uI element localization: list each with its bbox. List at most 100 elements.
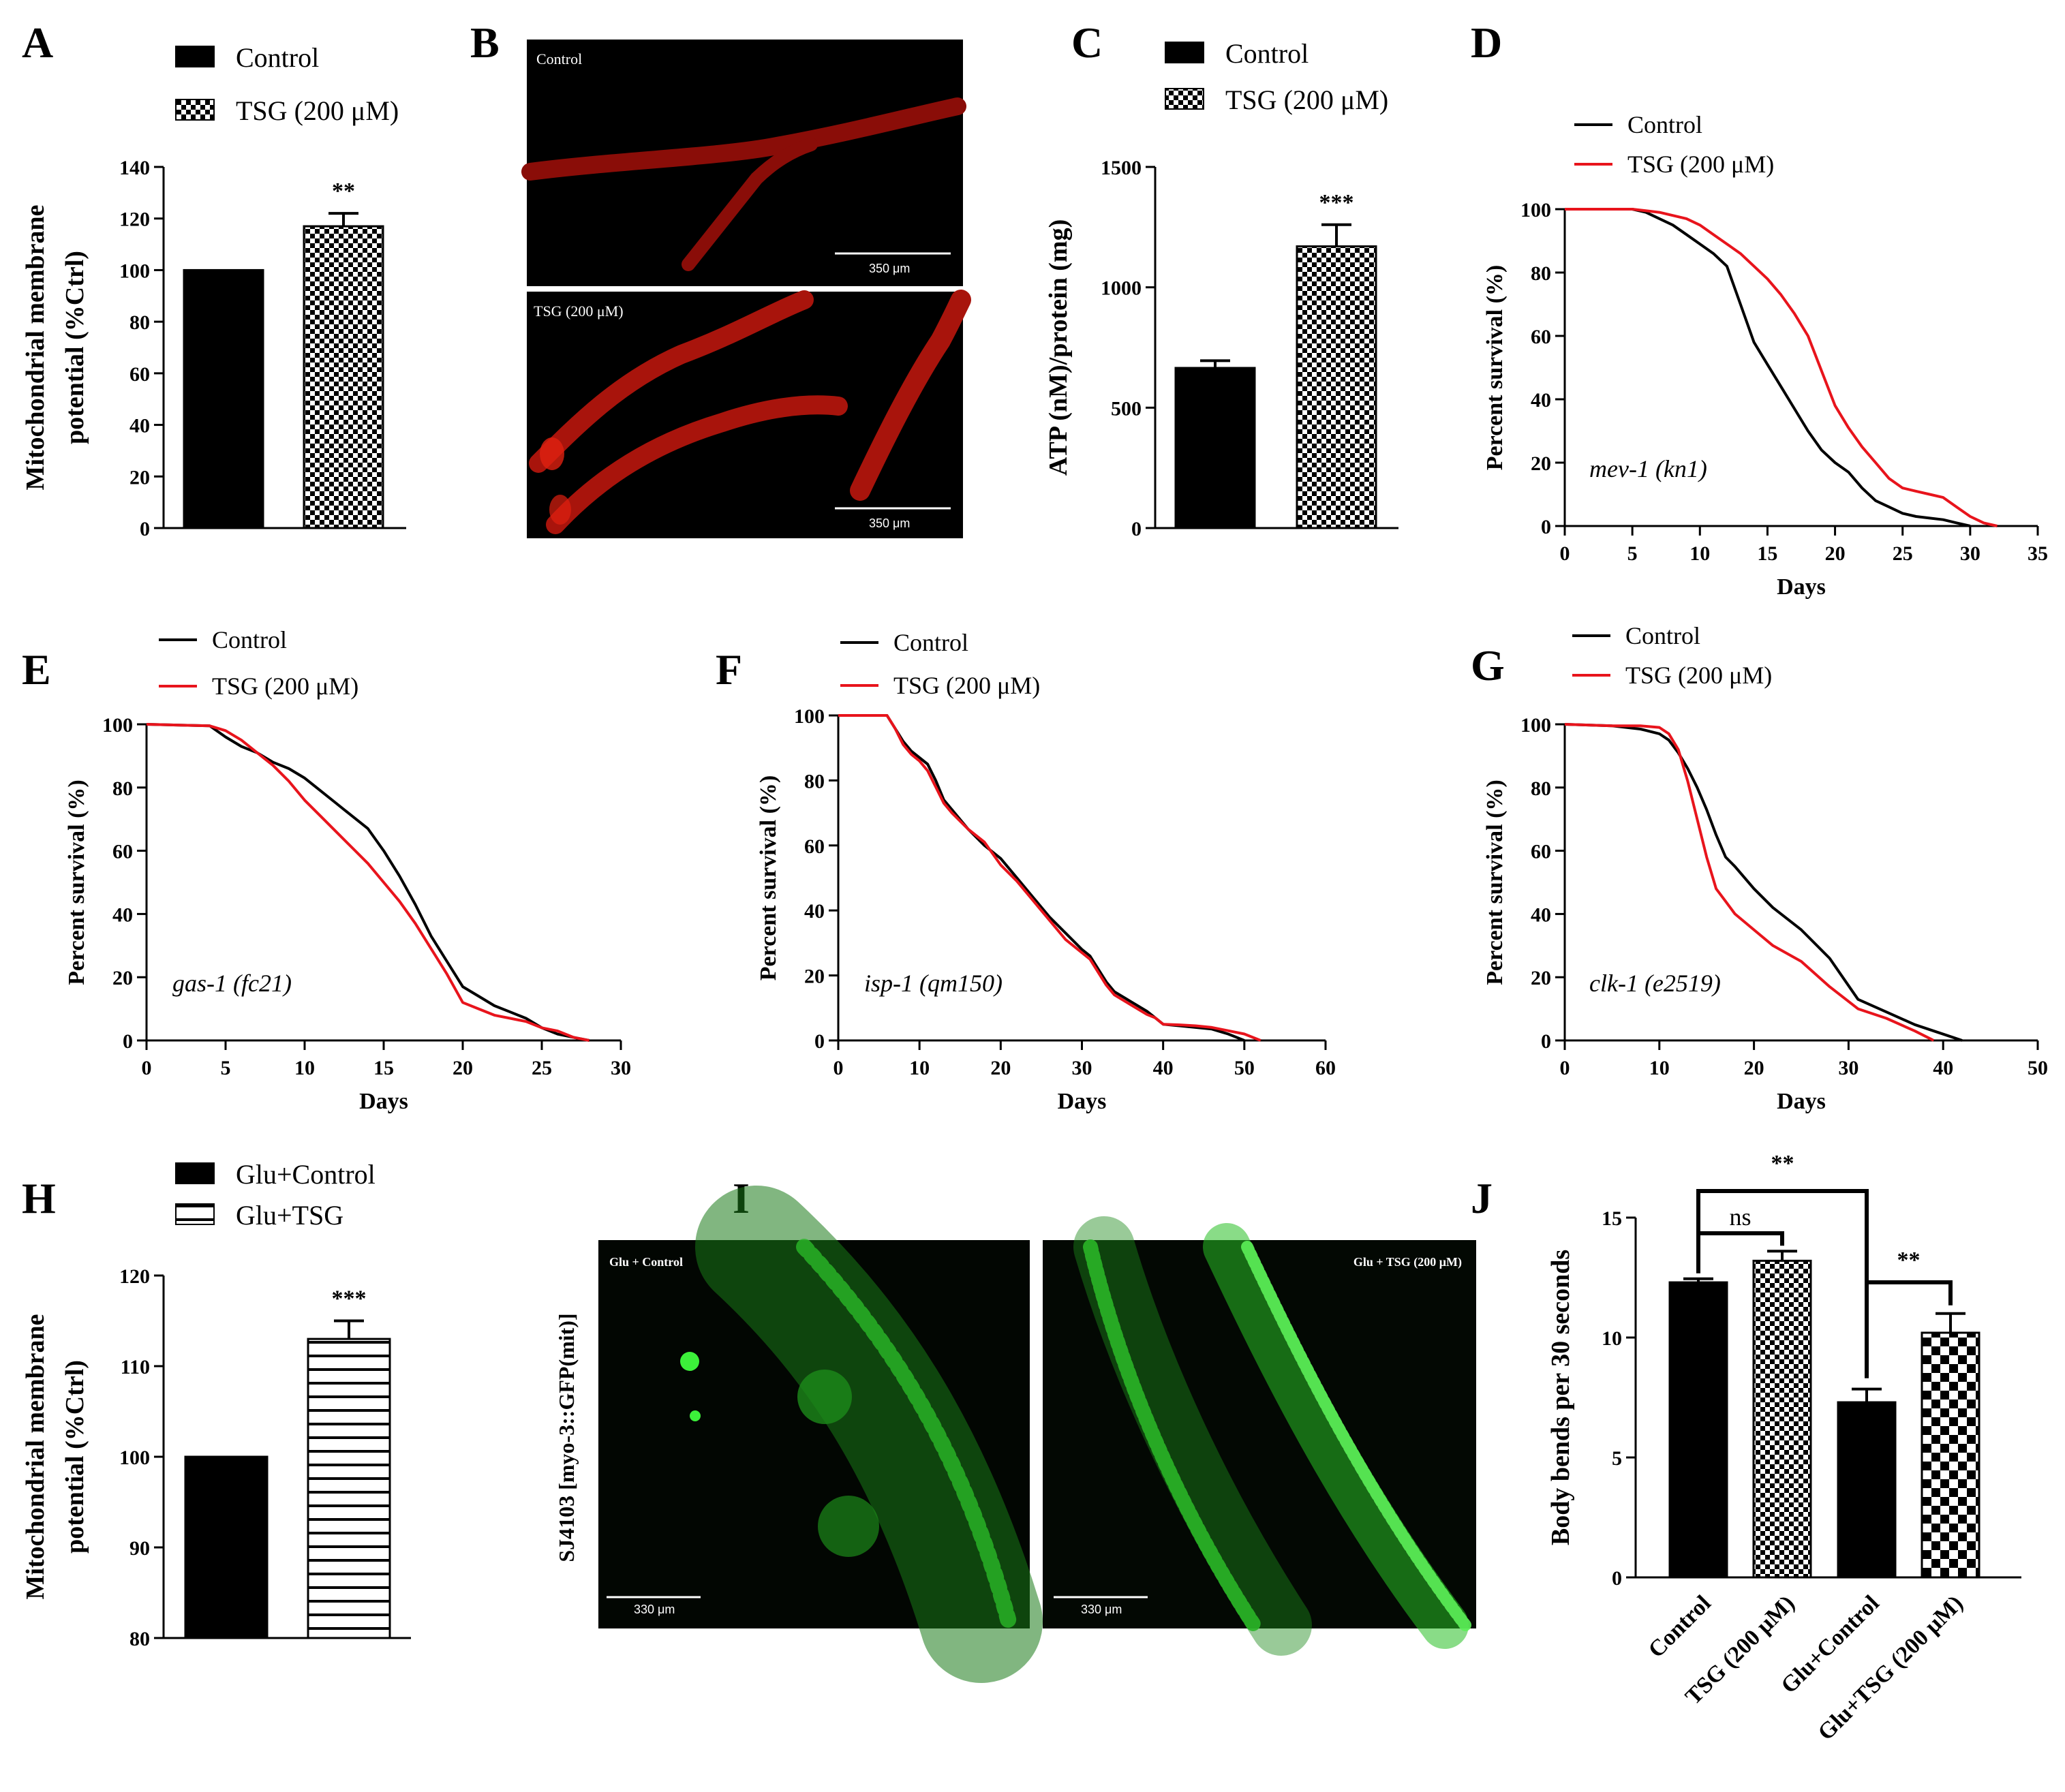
- micrograph-B: Control TSG (200 μM) 350 μm 350 μm: [521, 40, 971, 538]
- y-tick-label: 10: [1602, 1327, 1622, 1350]
- x-tick-label: 10: [1689, 542, 1710, 565]
- x-tick-label: 40: [1153, 1057, 1174, 1079]
- y-tick-label: 0: [1612, 1567, 1622, 1590]
- y-tick-label: 60: [129, 363, 150, 386]
- scale-label-I-right: 330 μm: [1081, 1603, 1122, 1616]
- y-tick-label: 80: [1531, 777, 1551, 800]
- series-line-control: [1565, 208, 1971, 527]
- legend-label-1: TSG (200 μM): [1625, 662, 1772, 689]
- y-tick-label: 80: [129, 311, 150, 334]
- scale-label-B-bottom: 350 μm: [869, 516, 910, 530]
- micrograph-I-left-label: Glu + Control: [609, 1255, 683, 1269]
- x-tick-label: 20: [1744, 1057, 1764, 1079]
- y-tick-label: 20: [804, 965, 825, 988]
- x-tick-label: 40: [1933, 1057, 1953, 1079]
- micrograph-B-top-label: Control: [536, 50, 582, 67]
- y-tick-label: 0: [1541, 1030, 1551, 1053]
- legend-label-1: TSG (200 μM): [1225, 84, 1388, 115]
- bar-1: [1752, 1259, 1812, 1579]
- y-tick-label: 40: [129, 415, 150, 437]
- legend-label-0: Control: [1627, 111, 1702, 138]
- y-axis-label-line1: Mitochondrial membrane: [21, 204, 50, 490]
- strain-annotation: clk-1 (e2519): [1589, 970, 1721, 997]
- y-axis-label: Percent survival (%): [1482, 779, 1508, 985]
- comparison-label-top: **: [1771, 1151, 1794, 1176]
- y-tick-label: 0: [123, 1030, 133, 1053]
- legend-label-1: TSG (200 μM): [236, 95, 399, 126]
- y-axis-label: ATP (nM)/protein (mg): [1044, 219, 1073, 476]
- significance-1: ***: [332, 1286, 367, 1312]
- series-line-control: [1564, 723, 1963, 1042]
- legend-label-1: TSG (200 μM): [212, 673, 358, 700]
- x-tick-label: 30: [1960, 542, 1980, 565]
- comparison-bracket-glu: [1865, 1280, 1953, 1378]
- y-tick-label: 80: [804, 770, 825, 792]
- bar-0: [184, 1455, 269, 1639]
- x-category-label-3: Glu+TSG (200 μM): [1814, 1590, 1968, 1745]
- y-axis-label: Body bends per 30 seconds: [1546, 1250, 1575, 1545]
- y-tick-label: 5: [1612, 1447, 1622, 1470]
- legend-label-0: Control: [1225, 38, 1309, 69]
- y-tick-label: 15: [1602, 1207, 1622, 1230]
- chart-H: 80 90 100 110 120 *** Mitochondrial membrane po…: [21, 1159, 411, 1650]
- panel-label-H: H: [22, 1174, 56, 1222]
- x-tick-label: 50: [2028, 1057, 2048, 1079]
- chart-F: 0 20 40 60 80 100 0 10 20 30 40 50 60 Days Percent sur…: [756, 629, 1336, 1114]
- chart-A: 0 20 40 60 80 100 120 140 ** Mitochondrial membra…: [21, 42, 406, 540]
- y-tick-label: 100: [1520, 714, 1551, 737]
- y-tick-label: 80: [1531, 262, 1551, 285]
- y-axis-label: Percent survival (%): [1482, 265, 1508, 471]
- scale-label-I-left: 330 μm: [634, 1603, 675, 1616]
- chart-G: 0 20 40 60 80 100 0 10 20 30 40 50 Days Percent survi…: [1482, 622, 2048, 1114]
- bar-0: [183, 268, 264, 529]
- x-tick-label: 0: [833, 1057, 844, 1079]
- y-tick-label: 60: [112, 841, 133, 863]
- bar-2: [1837, 1401, 1897, 1579]
- y-tick-label: 20: [1531, 452, 1551, 475]
- series-line-tsg: [1565, 208, 1998, 527]
- y-tick-label: 0: [1131, 518, 1142, 540]
- y-tick-label: 0: [140, 518, 150, 540]
- x-axis-label: Days: [1058, 1089, 1107, 1114]
- strain-annotation: mev-1 (kn1): [1589, 455, 1707, 482]
- chart-D: 0 20 40 60 80 100 0 5 10 15 20 25 30 35 Days Percent su…: [1482, 111, 2048, 600]
- y-tick-label: 0: [814, 1030, 825, 1053]
- x-tick-label: 50: [1234, 1057, 1255, 1079]
- y-tick-label: 100: [119, 1447, 150, 1469]
- y-axis-label-line2: potential (%Ctrl): [61, 1360, 89, 1554]
- y-tick-label: 100: [1520, 199, 1551, 221]
- x-axis-label: Days: [359, 1089, 408, 1114]
- y-tick-label: 80: [112, 777, 133, 800]
- legend-label-1: Glu+TSG: [236, 1200, 343, 1231]
- x-tick-label: 30: [1072, 1057, 1092, 1079]
- worms-control: [521, 97, 966, 271]
- y-tick-label: 1500: [1101, 157, 1142, 179]
- bar-1: [307, 1338, 391, 1639]
- scale-label-B-top: 350 μm: [869, 262, 910, 275]
- y-tick-label: 40: [112, 903, 133, 926]
- y-tick-label: 60: [1531, 326, 1551, 348]
- panel-label-F: F: [716, 645, 742, 694]
- x-tick-label: 10: [909, 1057, 930, 1079]
- y-axis-label-line2: potential (%Ctrl): [61, 251, 89, 444]
- y-tick-label: 20: [1531, 967, 1551, 989]
- x-axis-label: Days: [1777, 1089, 1826, 1114]
- y-tick-label: 100: [102, 714, 133, 737]
- muscle-glu-tsg: [1073, 1216, 1471, 1656]
- comparison-label-glu: **: [1897, 1248, 1921, 1273]
- x-tick-label: 5: [1627, 542, 1638, 565]
- series-line-tsg: [838, 714, 1261, 1042]
- y-tick-label: 120: [119, 1265, 150, 1288]
- x-tick-label: 15: [373, 1057, 394, 1079]
- y-tick-label: 20: [112, 967, 133, 989]
- legend-swatch-1: [175, 1203, 215, 1225]
- x-tick-label: 10: [294, 1057, 315, 1079]
- muscle-glu-control: [680, 1186, 1043, 1683]
- x-tick-label: 0: [142, 1057, 152, 1079]
- legend-label-0: Glu+Control: [236, 1159, 376, 1190]
- x-category-label-0: Control: [1644, 1590, 1716, 1663]
- bar-0: [1668, 1281, 1728, 1579]
